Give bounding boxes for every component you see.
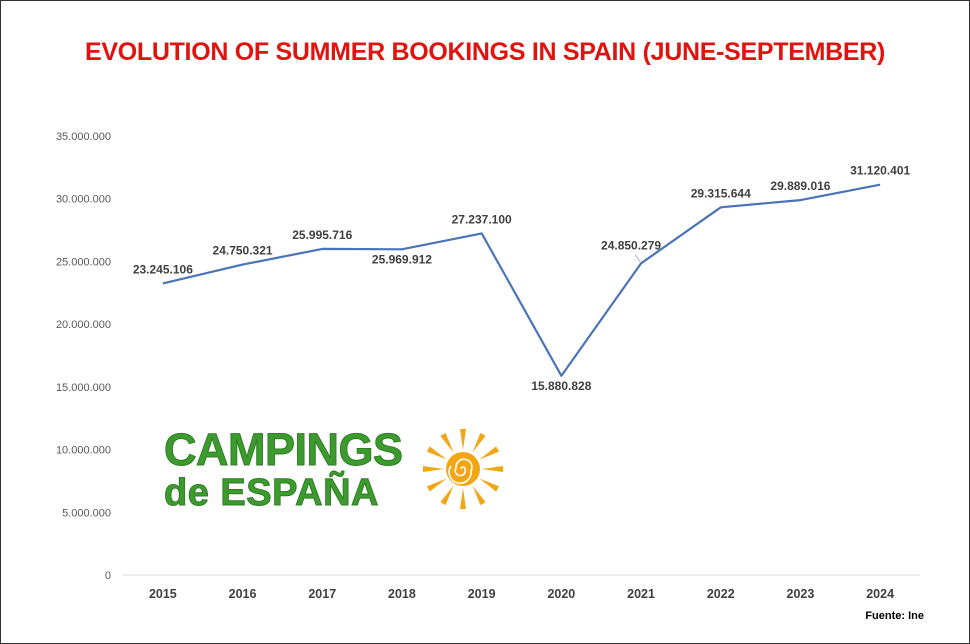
sun-icon bbox=[423, 429, 503, 509]
y-tick-label: 5.000.000 bbox=[62, 507, 111, 519]
data-label: 25.995.716 bbox=[292, 228, 352, 242]
y-tick-label: 0 bbox=[105, 570, 111, 582]
data-labels: 23.245.106 24.750.321 25.995.716 25.969.912… bbox=[133, 164, 911, 393]
x-tick-label: 2016 bbox=[229, 587, 257, 601]
y-tick-label: 15.000.000 bbox=[56, 382, 111, 394]
data-label: 27.237.100 bbox=[452, 212, 512, 226]
campings-de-espana-logo: CAMPINGS de ESPAÑA bbox=[160, 424, 505, 524]
x-tick-label: 2015 bbox=[149, 587, 177, 601]
data-label: 23.245.106 bbox=[133, 262, 193, 276]
data-label: 24.750.321 bbox=[213, 244, 273, 258]
series-bookings bbox=[162, 183, 881, 377]
data-label: 29.889.016 bbox=[770, 179, 830, 193]
y-tick-label: 30.000.000 bbox=[56, 194, 111, 206]
source-note: Fuente: Ine bbox=[865, 610, 924, 622]
logo-text-campings: CAMPINGS bbox=[164, 424, 404, 476]
x-tick-label: 2017 bbox=[308, 587, 336, 601]
y-tick-label: 20.000.000 bbox=[56, 319, 111, 331]
y-axis: 0 5.000.000 10.000.000 15.000.000 20.000.000… bbox=[56, 131, 111, 582]
data-label: 24.850.279 bbox=[601, 238, 661, 252]
y-tick-label: 35.000.000 bbox=[56, 131, 111, 143]
series-line bbox=[162, 183, 881, 377]
x-tick-label: 2018 bbox=[388, 587, 416, 601]
x-tick-label: 2022 bbox=[707, 587, 735, 601]
y-tick-label: 25.000.000 bbox=[56, 256, 111, 268]
x-tick-label: 2019 bbox=[468, 587, 496, 601]
x-tick-label: 2020 bbox=[547, 587, 575, 601]
data-label: 31.120.401 bbox=[850, 164, 910, 178]
y-tick-label: 10.000.000 bbox=[56, 445, 111, 457]
data-label: 15.880.828 bbox=[531, 379, 591, 393]
data-label: 29.315.644 bbox=[691, 186, 751, 200]
chart-title: EVOLUTION OF SUMMER BOOKINGS IN SPAIN (J… bbox=[84, 38, 886, 66]
x-tick-label: 2021 bbox=[627, 587, 655, 601]
data-label: 25.969.912 bbox=[372, 252, 432, 266]
data-label-leader bbox=[634, 254, 642, 264]
logo-text-de-espana: de ESPAÑA bbox=[164, 472, 379, 515]
x-tick-label: 2024 bbox=[866, 587, 894, 601]
x-tick-label: 2023 bbox=[787, 587, 815, 601]
x-axis: 2015 2016 2017 2018 2019 2020 2021 2022 2023 2024 bbox=[123, 574, 920, 601]
